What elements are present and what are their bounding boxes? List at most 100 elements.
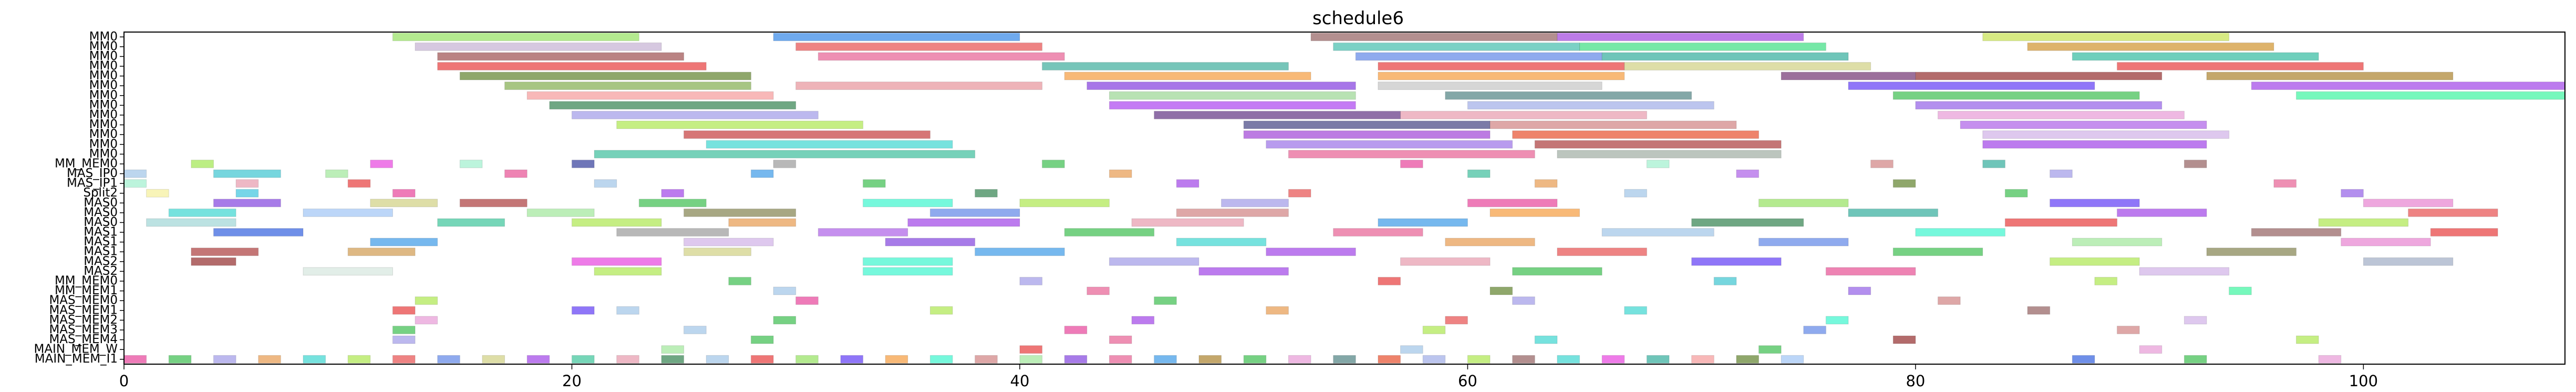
gantt-bar (2206, 71, 2454, 80)
y-tick-label: MM0 (89, 128, 118, 141)
gantt-bar (2139, 267, 2230, 276)
gantt-bar (661, 345, 685, 354)
gantt-bar (437, 355, 460, 364)
gantt-bar (863, 179, 886, 188)
y-tick-label: MAS_MEM0 (49, 294, 118, 307)
gantt-bar (773, 316, 796, 325)
gantt-bar (2251, 81, 2565, 90)
gantt-bar (1176, 208, 1289, 217)
gantt-bar (1378, 62, 1625, 70)
gantt-bar (1400, 257, 1491, 266)
gantt-bar (661, 189, 685, 198)
y-tick-label: MM0 (89, 147, 118, 161)
gantt-bar (1087, 286, 1110, 295)
gantt-bar (1892, 179, 1916, 188)
x-tick-label: 40 (1010, 372, 1030, 390)
gantt-bar (1221, 199, 1289, 208)
gantt-bar (2318, 355, 2342, 364)
gantt-bar (415, 42, 662, 51)
gantt-bar (1624, 62, 1871, 70)
gantt-bar (929, 306, 953, 315)
gantt-bar (2072, 355, 2095, 364)
gantt-bar (661, 355, 685, 364)
gantt-bar (2050, 199, 2140, 208)
gantt-bar (1445, 316, 1468, 325)
gantt-bar (1198, 267, 1289, 276)
gantt-bar (213, 228, 304, 236)
gantt-bar (415, 296, 438, 305)
gantt-bar (1243, 130, 1491, 139)
gantt-bar (795, 296, 819, 305)
gantt-bar (1938, 296, 1961, 305)
gantt-bar (1758, 199, 1849, 208)
gantt-bar (616, 355, 639, 364)
gantt-bar (347, 247, 416, 256)
gantt-bar (1243, 120, 1491, 129)
gantt-bar (303, 355, 326, 364)
y-tick-label: MAS2 (84, 264, 118, 278)
gantt-bar (1848, 81, 2095, 90)
gantt-bar (795, 355, 819, 364)
gantt-bar (1064, 326, 1088, 334)
gantt-bar (1109, 91, 1356, 100)
gantt-bar (2184, 316, 2207, 325)
x-tick-label: 80 (1906, 372, 1925, 390)
y-tick-label: MAS0 (84, 196, 118, 210)
y-tick-label: MM0 (89, 79, 118, 92)
gantt-bar (706, 140, 953, 149)
gantt-bar (392, 355, 416, 364)
gantt-bar (459, 160, 483, 168)
plot-frame (123, 32, 2565, 365)
gantt-bar (123, 355, 147, 364)
gantt-bar (437, 62, 707, 70)
gantt-bar (347, 355, 371, 364)
gantt-bar (1736, 355, 1760, 364)
y-tick-label: MAS_MEM4 (49, 333, 118, 346)
gantt-bar (750, 169, 774, 178)
gantt-bar (863, 267, 953, 276)
gantt-bar (2050, 169, 2073, 178)
gantt-bar (1378, 355, 1401, 364)
gantt-bar (1534, 335, 1558, 344)
gantt-bar (1512, 355, 1535, 364)
gantt-bar (1579, 42, 1826, 51)
gantt-bar (2318, 218, 2409, 227)
gantt-bar (1601, 355, 1625, 364)
y-tick-label: MAS0 (84, 205, 118, 219)
gantt-bar (1109, 355, 1132, 364)
gantt-bar (1691, 355, 1714, 364)
gantt-bar (1870, 160, 1894, 168)
y-tick-label: MM0 (89, 39, 118, 53)
gantt-bar (1624, 306, 1647, 315)
gantt-bar (1422, 355, 1446, 364)
y-tick-label: MM0 (89, 108, 118, 122)
x-tick-label: 100 (2349, 372, 2378, 390)
y-tick-label: Split2 (83, 186, 118, 200)
gantt-bar (2229, 286, 2252, 295)
gantt-bar (168, 355, 192, 364)
gantt-bar (2184, 160, 2207, 168)
gantt-bar (1400, 111, 1647, 119)
gantt-bar (571, 111, 819, 119)
gantt-bar (1982, 160, 2005, 168)
gantt-bar (975, 355, 998, 364)
gantt-bar (1109, 335, 1132, 344)
gantt-bar (168, 208, 236, 217)
gantt-bar (392, 33, 639, 42)
gantt-bar (1960, 120, 2207, 129)
gantt-bar (1512, 296, 1535, 305)
gantt-bar (2363, 199, 2454, 208)
gantt-bar (638, 199, 707, 208)
gantt-bar (773, 33, 1020, 42)
gantt-bar (1646, 160, 1670, 168)
gantt-bar (1892, 247, 1983, 256)
gantt-bar (1333, 42, 1580, 51)
gantt-bar (325, 169, 348, 178)
gantt-bar (1176, 238, 1267, 246)
gantt-bar (1378, 277, 1401, 285)
gantt-bar (191, 247, 259, 256)
gantt-bar (526, 355, 550, 364)
y-tick-label: MM0 (89, 49, 118, 63)
gantt-bar (1534, 140, 1782, 149)
y-tick-label: MAS_MEM1 (49, 303, 118, 317)
